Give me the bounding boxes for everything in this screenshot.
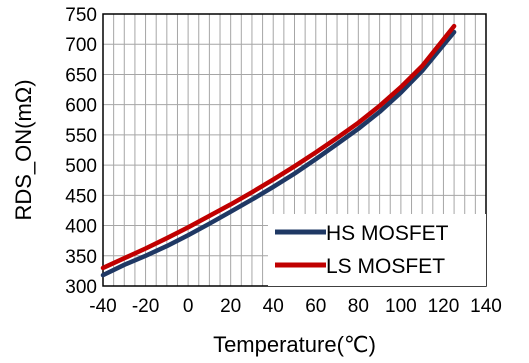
y-tick-label: 700 bbox=[65, 35, 97, 56]
y-tick-label: 500 bbox=[65, 156, 97, 177]
y-tick-label: 350 bbox=[65, 247, 97, 268]
x-tick-label: 0 bbox=[183, 296, 194, 317]
x-tick-label: 60 bbox=[305, 296, 326, 317]
y-tick-label: 400 bbox=[65, 217, 97, 238]
y-axis-title: RDS_ON(mΩ) bbox=[11, 79, 36, 220]
series-line-ls-mosfet bbox=[100, 23, 457, 271]
y-tick-label: 650 bbox=[65, 65, 97, 86]
legend: HS MOSFET LS MOSFET bbox=[268, 214, 486, 286]
legend-label-ls-mosfet: LS MOSFET bbox=[326, 255, 445, 278]
y-tick-label: 300 bbox=[65, 277, 97, 298]
series-layer bbox=[100, 23, 457, 278]
x-tick-label: 120 bbox=[428, 296, 460, 317]
series-line-hs-mosfet bbox=[100, 29, 457, 278]
x-tick-label: 20 bbox=[220, 296, 241, 317]
y-tick-label: 600 bbox=[65, 96, 97, 117]
y-tick-label: 550 bbox=[65, 126, 97, 147]
x-tick-label: 80 bbox=[348, 296, 369, 317]
x-tick-label: 100 bbox=[385, 296, 417, 317]
x-tick-label: -20 bbox=[132, 296, 159, 317]
x-axis-title: Temperature(℃) bbox=[213, 332, 376, 357]
x-tick-labels: -40 -20 0 20 40 60 80 100 120 140 bbox=[89, 296, 502, 317]
legend-label-hs-mosfet: HS MOSFET bbox=[326, 222, 449, 245]
x-tick-label: 140 bbox=[470, 296, 502, 317]
y-tick-labels: 300 350 400 450 500 550 600 650 700 750 bbox=[65, 5, 97, 298]
y-tick-label: 450 bbox=[65, 186, 97, 207]
y-tick-label: 750 bbox=[65, 5, 97, 26]
x-tick-label: 40 bbox=[263, 296, 284, 317]
x-tick-label: -40 bbox=[89, 296, 116, 317]
legend-background bbox=[268, 214, 486, 286]
